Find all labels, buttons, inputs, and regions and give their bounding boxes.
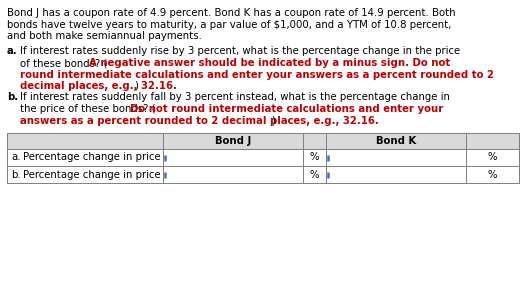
Text: %: % xyxy=(488,169,497,180)
Bar xyxy=(7,166,519,183)
Text: Bond J: Bond J xyxy=(215,136,251,146)
Text: the price of these bonds? (: the price of these bonds? ( xyxy=(21,104,156,114)
Text: b.: b. xyxy=(11,169,21,180)
Text: bonds have twelve years to maturity, a par value of $1,000, and a YTM of 10.8 pe: bonds have twelve years to maturity, a p… xyxy=(7,20,451,29)
Text: decimal places, e.g., 32.16.: decimal places, e.g., 32.16. xyxy=(21,81,177,91)
Text: Percentage change in price: Percentage change in price xyxy=(23,152,160,163)
Text: answers as a percent rounded to 2 decimal places, e.g., 32.16.: answers as a percent rounded to 2 decima… xyxy=(21,116,379,126)
Bar xyxy=(7,133,519,149)
Text: If interest rates suddenly fall by 3 percent instead, what is the percentage cha: If interest rates suddenly fall by 3 per… xyxy=(21,93,450,102)
Text: A negative answer should be indicated by a minus sign. Do not: A negative answer should be indicated by… xyxy=(89,58,451,68)
Text: a.: a. xyxy=(11,152,21,163)
Text: round intermediate calculations and enter your answers as a percent rounded to 2: round intermediate calculations and ente… xyxy=(21,69,494,79)
Text: ): ) xyxy=(134,81,138,91)
Text: a.: a. xyxy=(7,46,18,56)
Text: b.: b. xyxy=(7,93,18,102)
Text: If interest rates suddenly rise by 3 percent, what is the percentage change in t: If interest rates suddenly rise by 3 per… xyxy=(21,46,461,56)
Text: Bond J has a coupon rate of 4.9 percent. Bond K has a coupon rate of 14.9 percen: Bond J has a coupon rate of 4.9 percent.… xyxy=(7,8,456,18)
Text: of these bonds? (: of these bonds? ( xyxy=(21,58,108,68)
Text: %: % xyxy=(310,152,319,163)
Text: %: % xyxy=(310,169,319,180)
Text: and both make semiannual payments.: and both make semiannual payments. xyxy=(7,31,202,41)
Bar xyxy=(7,149,519,166)
Text: %: % xyxy=(488,152,497,163)
Text: Bond K: Bond K xyxy=(376,136,416,146)
Text: Percentage change in price: Percentage change in price xyxy=(23,169,160,180)
Text: ): ) xyxy=(271,116,276,126)
Text: Do not round intermediate calculations and enter your: Do not round intermediate calculations a… xyxy=(130,104,443,114)
